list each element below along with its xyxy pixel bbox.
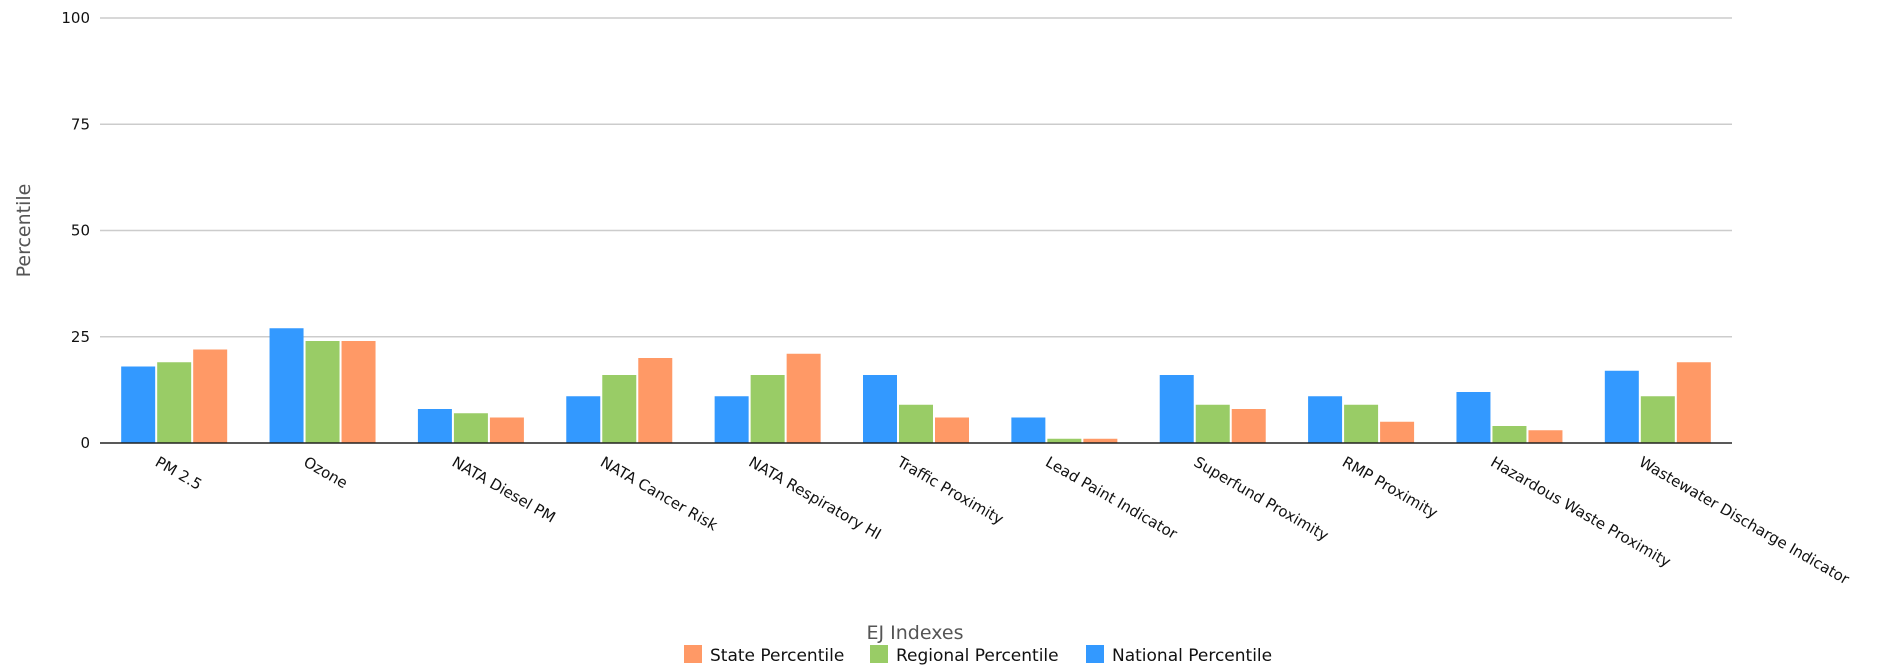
y-tick-label: 75 xyxy=(71,115,90,133)
bar-national-percentile xyxy=(1456,392,1491,443)
x-category-label: NATA Cancer Risk xyxy=(597,453,721,535)
bar-state-percentile xyxy=(1676,362,1711,443)
legend-label: State Percentile xyxy=(710,646,844,666)
legend-swatch xyxy=(684,645,702,663)
bar-state-percentile xyxy=(489,417,524,443)
bar-regional-percentile xyxy=(750,375,785,443)
x-category-label: Wastewater Discharge Indicator xyxy=(1636,453,1853,589)
bar-state-percentile xyxy=(1231,409,1266,443)
bar-national-percentile xyxy=(1308,396,1343,443)
bar-state-percentile xyxy=(341,341,376,443)
bar-state-percentile xyxy=(935,417,969,443)
legend: State Percentile Regional Percentile Natio… xyxy=(684,645,1272,666)
legend-label: National Percentile xyxy=(1112,646,1272,666)
y-tick-label: 100 xyxy=(61,9,90,27)
x-category-label: RMP Proximity xyxy=(1339,453,1441,522)
x-category-label: Superfund Proximity xyxy=(1191,453,1332,545)
bar-regional-percentile xyxy=(1047,438,1082,443)
bar-state-percentile xyxy=(193,349,228,443)
bar-national-percentile xyxy=(1604,370,1639,443)
bar-national-percentile xyxy=(1159,375,1194,443)
y-axis-ticks: 0 25 50 75 100 xyxy=(61,9,90,452)
legend-swatch xyxy=(870,645,888,663)
y-axis-title: Percentile xyxy=(13,184,35,278)
bar-national-percentile xyxy=(1011,417,1046,443)
bar-state-percentile xyxy=(638,358,673,443)
x-category-label: Ozone xyxy=(301,453,351,492)
x-category-label: PM 2.5 xyxy=(152,453,205,494)
bar-regional-percentile xyxy=(1344,404,1379,443)
bar-regional-percentile xyxy=(305,341,340,443)
y-tick-label: 0 xyxy=(80,434,90,452)
x-category-label: NATA Diesel PM xyxy=(449,453,559,527)
gridlines xyxy=(100,17,1732,338)
bar-national-percentile xyxy=(566,396,601,443)
bar-state-percentile xyxy=(1380,421,1415,443)
bar-national-percentile xyxy=(121,366,156,443)
bar-regional-percentile xyxy=(1640,396,1675,443)
bar-state-percentile xyxy=(786,353,821,443)
x-category-label: Lead Paint Indicator xyxy=(1042,453,1181,543)
bar-regional-percentile xyxy=(157,362,192,443)
bar-state-percentile xyxy=(1528,430,1563,443)
x-category-label: NATA Respiratory HI xyxy=(746,453,885,543)
y-tick-label: 25 xyxy=(71,328,90,346)
legend-swatch xyxy=(1086,645,1104,663)
bars xyxy=(121,328,1711,443)
bar-state-percentile xyxy=(1083,438,1118,443)
y-tick-label: 50 xyxy=(71,222,90,240)
bar-regional-percentile xyxy=(1195,404,1230,443)
x-axis-category-labels: PM 2.5 Ozone NATA Diesel PM NATA Cancer Ris… xyxy=(152,452,1853,588)
x-axis-title: EJ Indexes xyxy=(867,622,964,644)
bar-national-percentile xyxy=(417,409,452,443)
bar-regional-percentile xyxy=(1492,426,1527,443)
bar-regional-percentile xyxy=(899,404,933,443)
bar-regional-percentile xyxy=(453,413,488,443)
bar-national-percentile xyxy=(269,328,304,443)
x-category-label: Traffic Proximity xyxy=(893,452,1007,528)
legend-label: Regional Percentile xyxy=(896,646,1059,666)
bar-regional-percentile xyxy=(602,375,637,443)
bar-national-percentile xyxy=(863,375,897,443)
bar-national-percentile xyxy=(714,396,749,443)
